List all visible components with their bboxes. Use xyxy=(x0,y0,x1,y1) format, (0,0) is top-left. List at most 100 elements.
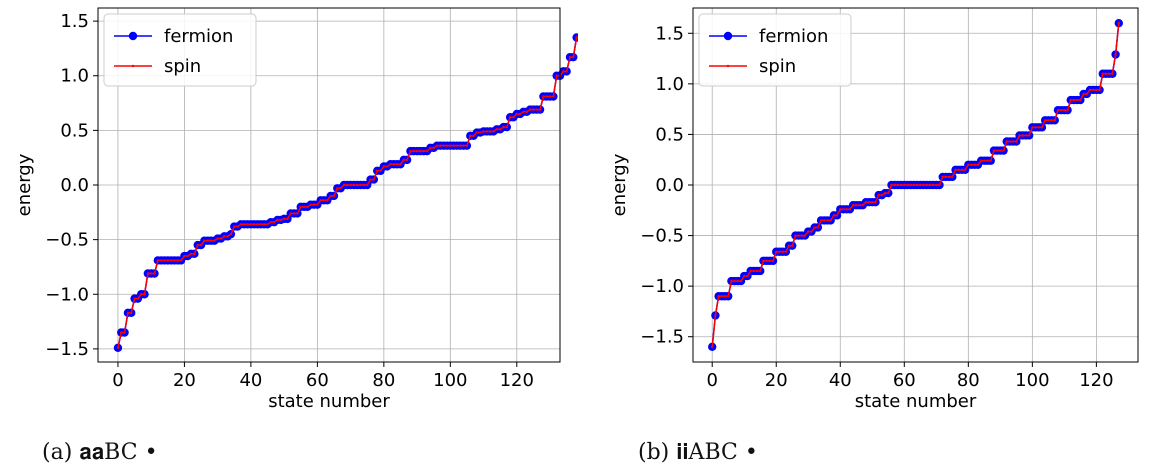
spin-point xyxy=(1034,126,1037,129)
spin-point xyxy=(957,168,960,172)
spin-point xyxy=(272,220,276,224)
spin-point xyxy=(1098,88,1101,92)
spin-point xyxy=(823,219,826,222)
spin-point xyxy=(179,259,183,262)
spin-point xyxy=(1021,134,1024,137)
spin-point xyxy=(1117,21,1120,25)
spin-point xyxy=(919,183,922,187)
spin-point xyxy=(538,108,542,111)
spin-point xyxy=(282,217,286,221)
spin-point xyxy=(120,331,123,334)
spin-point xyxy=(861,204,864,207)
spin-point xyxy=(800,234,804,237)
spin-point xyxy=(947,175,951,179)
spin-point xyxy=(166,259,169,262)
spin-point xyxy=(548,95,552,98)
legend-fermion-marker xyxy=(723,31,733,41)
spin-point xyxy=(239,223,243,226)
spin-point xyxy=(309,203,312,206)
x-tick-label: 20 xyxy=(173,370,196,391)
spin-point xyxy=(931,183,935,187)
spin-point xyxy=(903,183,906,187)
spin-point xyxy=(302,205,306,209)
spin-point xyxy=(893,183,896,187)
spin-point xyxy=(435,144,439,147)
spin-point xyxy=(951,175,954,179)
spin-point xyxy=(475,131,479,134)
spin-point xyxy=(1111,72,1114,75)
spin-point xyxy=(203,239,206,242)
spin-point xyxy=(1088,88,1092,92)
spin-point xyxy=(775,250,778,253)
caption-a: (a) 𝐚𝐚BC • xyxy=(42,440,158,465)
y-tick-label: 0.5 xyxy=(60,120,89,141)
spin-point xyxy=(326,199,329,202)
spin-point xyxy=(1037,126,1040,129)
y-axis-label: energy xyxy=(14,153,35,216)
spin-point xyxy=(960,168,964,172)
spin-point xyxy=(495,128,499,131)
spin-point xyxy=(226,235,229,238)
spin-point xyxy=(366,183,369,187)
spin-point xyxy=(259,223,263,226)
spin-point xyxy=(826,219,829,222)
spin-point xyxy=(794,234,797,237)
spin-point xyxy=(851,204,855,207)
spin-point xyxy=(967,163,970,166)
legend-spin-marker xyxy=(726,64,730,68)
spin-point xyxy=(163,259,166,262)
spin-point xyxy=(915,183,919,187)
spin-point xyxy=(983,159,986,162)
y-tick-label: 0.0 xyxy=(60,175,89,196)
spin-point xyxy=(867,200,871,204)
spin-point xyxy=(149,272,153,275)
spin-point xyxy=(887,191,890,195)
spin-point xyxy=(979,159,983,162)
y-tick-label: −1.5 xyxy=(640,327,684,348)
spin-point xyxy=(890,183,893,187)
spin-point xyxy=(816,226,820,229)
spin-point xyxy=(432,146,435,150)
spin-point xyxy=(249,223,253,226)
spin-point xyxy=(1082,92,1085,96)
spin-point xyxy=(415,149,419,153)
spin-point xyxy=(173,259,176,262)
spin-point xyxy=(209,239,213,242)
spin-point xyxy=(346,183,349,187)
spin-point xyxy=(1031,126,1034,129)
y-tick-label: 1.0 xyxy=(60,66,89,87)
spin-point xyxy=(1079,98,1082,102)
spin-point xyxy=(312,203,316,206)
spin-point xyxy=(223,235,226,238)
spin-point xyxy=(452,144,455,147)
spin-point xyxy=(1101,72,1104,75)
spin-point xyxy=(256,223,259,226)
spin-point xyxy=(832,214,836,217)
spin-point xyxy=(532,108,535,111)
spin-point xyxy=(332,194,336,198)
y-tick-label: 1.0 xyxy=(655,74,684,95)
spin-point xyxy=(1015,140,1018,143)
spin-point xyxy=(1011,140,1015,143)
x-tick-label: 80 xyxy=(957,370,980,391)
spin-point xyxy=(329,194,332,198)
spin-point xyxy=(193,252,196,256)
spin-point xyxy=(906,183,909,187)
spin-point xyxy=(562,70,565,73)
spin-point xyxy=(459,144,462,147)
spin-point xyxy=(835,214,839,217)
spin-point xyxy=(922,183,925,187)
spin-point xyxy=(535,108,538,111)
spin-point xyxy=(778,250,781,253)
spin-point xyxy=(976,163,980,166)
spin-point xyxy=(899,183,903,187)
spin-point xyxy=(542,95,545,98)
spin-point xyxy=(848,208,852,211)
spin-point xyxy=(568,55,572,59)
spin-point xyxy=(243,223,246,226)
spin-point xyxy=(970,163,973,166)
spin-point xyxy=(246,223,249,226)
spin-point xyxy=(359,183,362,187)
x-tick-label: 60 xyxy=(306,370,329,391)
spin-point xyxy=(439,144,442,147)
